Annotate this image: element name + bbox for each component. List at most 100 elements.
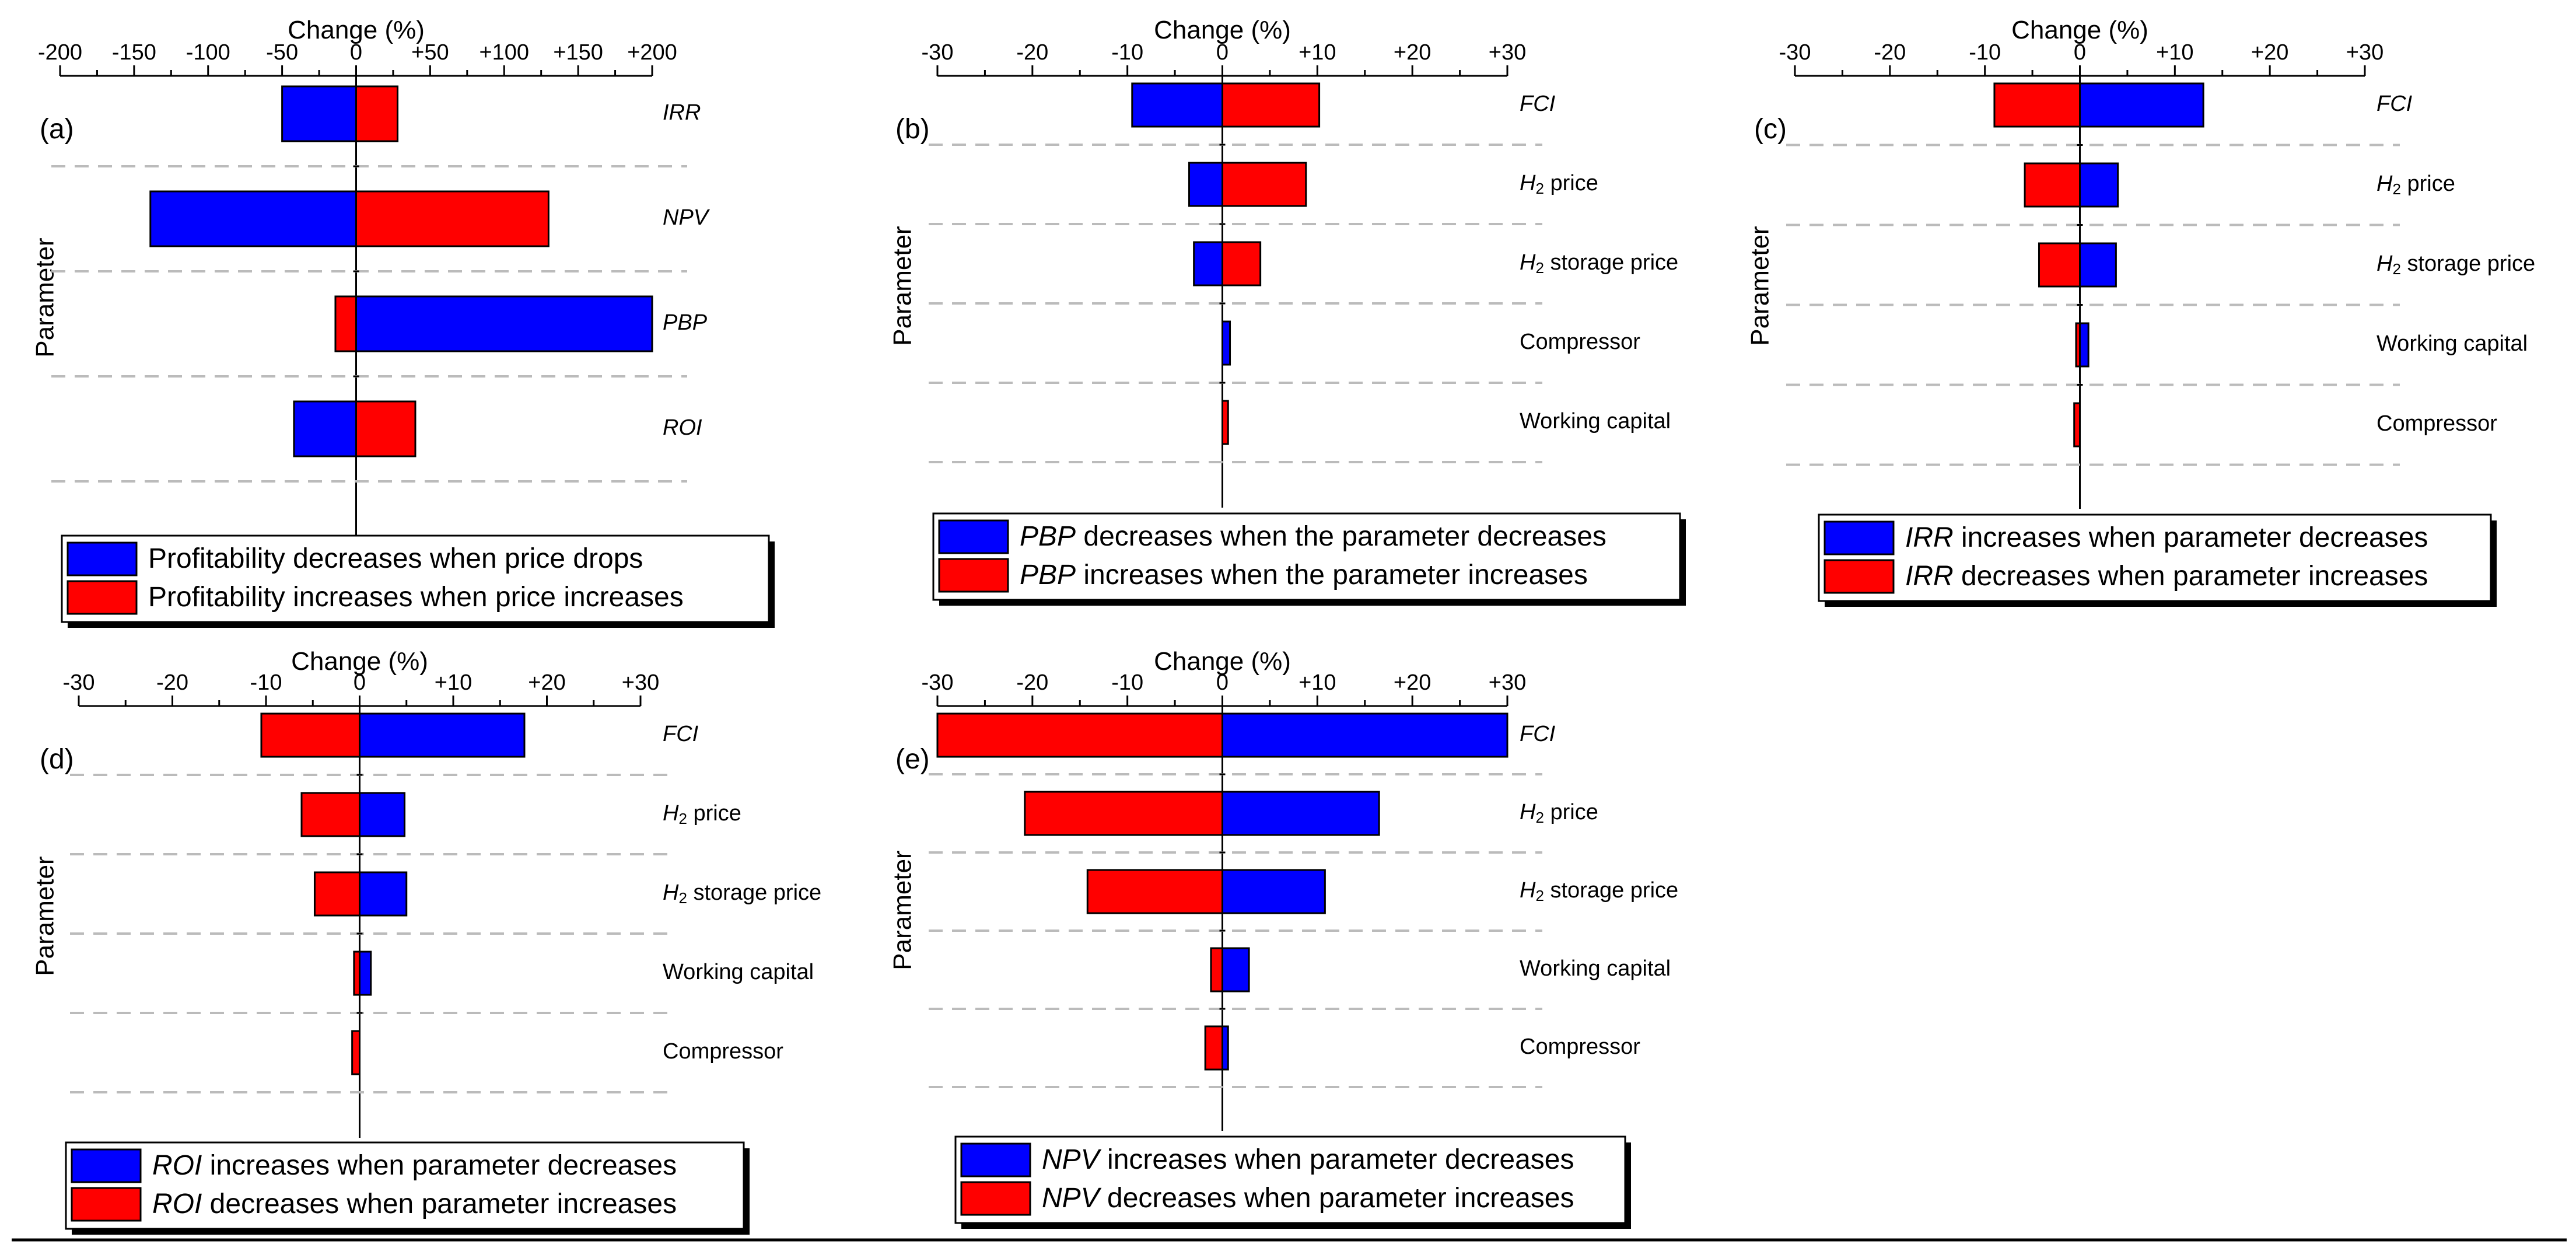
y-axis-title: Parameter: [888, 226, 917, 345]
bar-red[interactable]: [1024, 791, 1223, 836]
category-label: H2 storage price: [2376, 251, 2535, 278]
bar-blue[interactable]: [2079, 162, 2119, 208]
x-tick-label: 0: [1216, 670, 1228, 695]
category-label-h: H: [663, 880, 679, 905]
bar-blue[interactable]: [355, 295, 653, 352]
bar-blue[interactable]: [359, 712, 526, 758]
category-label-h: H: [2376, 172, 2393, 196]
bar-red[interactable]: [1222, 241, 1262, 286]
legend-swatch-blue: [938, 519, 1009, 554]
bar-red[interactable]: [355, 85, 399, 142]
bar-red[interactable]: [2038, 242, 2081, 288]
category-label: H2 price: [1520, 800, 1598, 826]
legend-text-part: decreases when parameter increases: [1100, 1183, 1574, 1214]
bar-blue[interactable]: [2079, 242, 2117, 288]
category-label: FCI: [663, 722, 699, 746]
bar-blue[interactable]: [2079, 82, 2204, 128]
y-axis-title: Parameter: [888, 850, 917, 970]
bar-red[interactable]: [1222, 162, 1307, 207]
bar-red[interactable]: [355, 190, 550, 247]
bar-red[interactable]: [1993, 82, 2081, 128]
panel-label: (c): [1754, 114, 1787, 145]
bar-blue[interactable]: [1222, 869, 1326, 914]
chart-panel-2: Change (%) -30 -20 -10 0 +10 +20 +30 (c) Paramete…: [1746, 16, 2535, 607]
bar-blue[interactable]: [1222, 791, 1380, 836]
legend-text-part: increases when parameter decreases: [1954, 522, 2428, 553]
legend-text: NPV increases when parameter decreases: [1042, 1144, 1574, 1175]
legend-text-part: decreases when the parameter decreases: [1076, 521, 1606, 552]
bar-red[interactable]: [2075, 322, 2081, 368]
x-tick-label: +20: [2251, 40, 2288, 65]
legend-swatch-blue: [1824, 520, 1895, 555]
bar-blue[interactable]: [359, 792, 406, 837]
bar-red[interactable]: [334, 295, 357, 352]
bar-blue[interactable]: [281, 85, 357, 142]
category-label-sub: 2: [1535, 809, 1544, 826]
category-label-sub: 2: [678, 810, 687, 827]
legend-box: [1818, 513, 2492, 602]
y-axis-title: Parameter: [31, 856, 60, 976]
x-tick-label: -10: [1111, 40, 1143, 65]
x-tick-label: 0: [354, 670, 366, 695]
bar-blue[interactable]: [2079, 322, 2090, 368]
x-tick-label: -200: [38, 40, 82, 65]
category-label: H2 storage price: [1520, 250, 1678, 277]
category-label-rest: price: [2401, 172, 2455, 196]
bar-red[interactable]: [1210, 947, 1223, 993]
x-tick-label: 0: [1216, 40, 1228, 65]
x-tick-label: 0: [350, 40, 362, 65]
bar-blue[interactable]: [1222, 712, 1508, 758]
bar-blue[interactable]: [149, 190, 357, 247]
bar-blue[interactable]: [293, 400, 357, 457]
bar-red[interactable]: [1222, 82, 1321, 128]
legend-text: IRR increases when parameter decreases: [1905, 522, 2428, 553]
category-label: Working capital: [1520, 409, 1671, 434]
bar-red[interactable]: [2024, 162, 2081, 208]
bar-blue[interactable]: [1188, 162, 1223, 207]
x-tick-label: -30: [63, 670, 95, 695]
category-label-sub: 2: [1535, 259, 1544, 277]
bar-red[interactable]: [1086, 869, 1223, 914]
bar-red[interactable]: [313, 871, 361, 917]
bar-red[interactable]: [936, 712, 1223, 758]
legend-box: [61, 534, 770, 623]
category-label-h: H: [1520, 250, 1536, 275]
category-label-sub: 2: [678, 889, 687, 907]
bar-blue[interactable]: [359, 871, 408, 917]
x-tick-label: -150: [112, 40, 156, 65]
bar-red[interactable]: [260, 712, 360, 758]
chart-panel-3: Change (%) -30 -20 -10 0 +10 +20 +30 (d) Paramete…: [31, 647, 821, 1235]
bar-red[interactable]: [1204, 1025, 1223, 1071]
category-label: Working capital: [2376, 331, 2528, 356]
bar-red[interactable]: [2073, 402, 2081, 448]
bar-red[interactable]: [1222, 400, 1229, 445]
x-tick-label: +20: [528, 670, 565, 695]
category-label: Compressor: [663, 1039, 783, 1064]
bar-blue[interactable]: [1131, 82, 1224, 128]
bar-red[interactable]: [353, 951, 360, 996]
x-tick-label: +10: [1298, 40, 1336, 65]
panel-label: (e): [895, 744, 930, 775]
x-tick-label: +150: [553, 40, 603, 65]
legend-text: PBP increases when the parameter increas…: [1020, 560, 1588, 590]
legend-text: PBP decreases when the parameter decreas…: [1020, 521, 1606, 552]
category-label: Compressor: [1520, 1035, 1640, 1059]
category-label: Working capital: [663, 960, 814, 984]
category-label-h: H: [1520, 800, 1536, 824]
legend-text-part: decreases when parameter increases: [202, 1189, 677, 1219]
bar-blue[interactable]: [1222, 320, 1231, 366]
category-label-rest: price: [1544, 800, 1598, 824]
x-tick-label: +200: [627, 40, 677, 65]
bar-red[interactable]: [300, 792, 360, 837]
legend-text: NPV decreases when parameter increases: [1042, 1183, 1574, 1214]
bar-blue[interactable]: [1222, 947, 1250, 993]
legend-swatch-red: [71, 1187, 142, 1222]
category-label-rest: storage price: [2401, 251, 2535, 276]
bar-blue[interactable]: [359, 951, 372, 996]
legend-text-part: decreases when parameter increases: [1954, 561, 2428, 592]
bar-red[interactable]: [355, 400, 416, 457]
legend-text-part: NPV: [1042, 1144, 1102, 1175]
bar-blue[interactable]: [1193, 241, 1224, 286]
category-label: ROI: [663, 415, 702, 440]
bar-red[interactable]: [351, 1030, 360, 1075]
